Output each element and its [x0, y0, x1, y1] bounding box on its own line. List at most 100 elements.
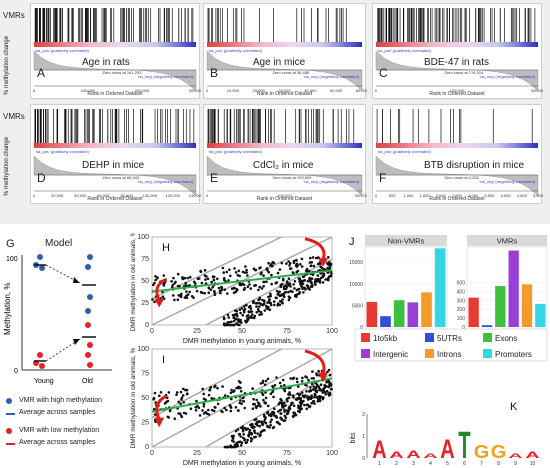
data-point: [220, 288, 223, 292]
data-point: [307, 378, 310, 382]
data-point: [249, 315, 252, 318]
data-point: [260, 312, 263, 316]
data-point: [302, 279, 305, 283]
bar-promoters: [535, 303, 546, 327]
legend-swatch: [425, 349, 434, 358]
data-point: [253, 431, 257, 434]
data-point: [289, 377, 292, 380]
data-point: [166, 399, 170, 403]
data-point: [264, 402, 267, 405]
data-point: [268, 426, 271, 429]
data-point: [315, 389, 319, 393]
gsea-plot: 0 500 1,000 1,500 2,000 2,500 3,000 3,500 4,000 4…: [375, 109, 544, 198]
model-plot: 100 0 Young Old Methylation, %: [3, 254, 112, 385]
data-point: [259, 382, 263, 385]
legend-swatch: [361, 333, 370, 342]
data-point: [227, 323, 230, 327]
logo-letter: G: [491, 442, 507, 463]
zero-cross-label: Zero cross at 174,314: [444, 70, 484, 75]
data-point: [294, 264, 298, 268]
data-point: [153, 391, 157, 395]
data-point: [228, 268, 231, 271]
data-point: [247, 310, 250, 313]
data-point: [233, 443, 237, 447]
data-point: [270, 273, 273, 277]
panel-letter: B: [210, 66, 219, 80]
red-arrowhead: [154, 298, 165, 308]
data-point: [322, 272, 326, 276]
data-point: [245, 268, 248, 272]
position-label: 3: [412, 461, 415, 467]
data-point: [239, 390, 243, 393]
data-point: [327, 275, 331, 279]
data-point: [212, 278, 216, 282]
legend-swatch: [425, 333, 434, 342]
data-point: [292, 404, 296, 407]
legend-label: Introns: [437, 350, 461, 359]
data-point: [321, 281, 325, 284]
data-point: [320, 266, 324, 270]
logo-letter: A: [525, 450, 539, 460]
data-point: [231, 323, 235, 327]
gsea-plot: 0 100,000 200,000 300,000: [33, 8, 204, 93]
data-point: [263, 300, 266, 303]
data-point: [309, 386, 312, 389]
data-point: [153, 281, 156, 285]
old-high-point: [85, 264, 91, 270]
data-point: [154, 275, 157, 278]
data-point: [228, 321, 231, 324]
data-point: [209, 288, 213, 292]
data-point: [221, 266, 225, 270]
data-point: [243, 438, 246, 442]
data-point: [300, 281, 303, 285]
data-point: [308, 269, 311, 273]
young-high-point: [39, 265, 45, 271]
data-point: [172, 294, 175, 297]
data-point: [262, 274, 265, 277]
data-point: [184, 284, 188, 287]
xtick-old: Old: [82, 378, 93, 385]
regression-line: [151, 377, 333, 413]
red-arrow: [155, 277, 168, 302]
data-point: [251, 407, 255, 410]
data-point: [170, 285, 174, 289]
data-point: [235, 313, 239, 316]
data-point: [317, 369, 320, 373]
data-point: [195, 289, 199, 293]
pos-label: 'na_pos' (positively correlated): [35, 149, 89, 154]
data-point: [259, 310, 263, 314]
logo-letter: G: [474, 442, 490, 463]
data-point: [306, 395, 309, 398]
data-point: [271, 264, 274, 268]
data-point: [196, 277, 200, 281]
data-point: [302, 275, 306, 278]
data-point: [239, 318, 242, 322]
data-point: [314, 283, 317, 286]
data-point: [230, 320, 233, 324]
young-low-point: [39, 363, 45, 369]
data-point: [288, 264, 291, 267]
data-point: [292, 283, 295, 286]
x-tick-label: 5,000: [533, 193, 543, 198]
x-tick-label: 200,000: [531, 88, 543, 93]
data-point: [235, 441, 238, 445]
legend-swatch: [483, 333, 492, 342]
data-point: [253, 314, 257, 318]
data-point: [243, 305, 246, 308]
pos-label: 'na_pos' (positively correlated): [208, 48, 262, 53]
data-point: [306, 280, 310, 283]
young-high-point: [37, 254, 43, 260]
data-point: [300, 380, 304, 383]
data-point: [287, 290, 290, 294]
data-point: [234, 429, 238, 433]
data-point: [243, 286, 246, 290]
data-point: [291, 271, 295, 274]
data-point: [287, 298, 291, 302]
data-point: [315, 372, 318, 375]
old-high-point: [87, 294, 93, 300]
data-point: [221, 410, 224, 414]
scatter-h: 00 25 25 50 50 75 75 100 100 DMR methylation in y…: [130, 233, 338, 345]
data-point: [283, 414, 287, 418]
data-point: [283, 410, 286, 413]
data-point: [241, 396, 244, 400]
